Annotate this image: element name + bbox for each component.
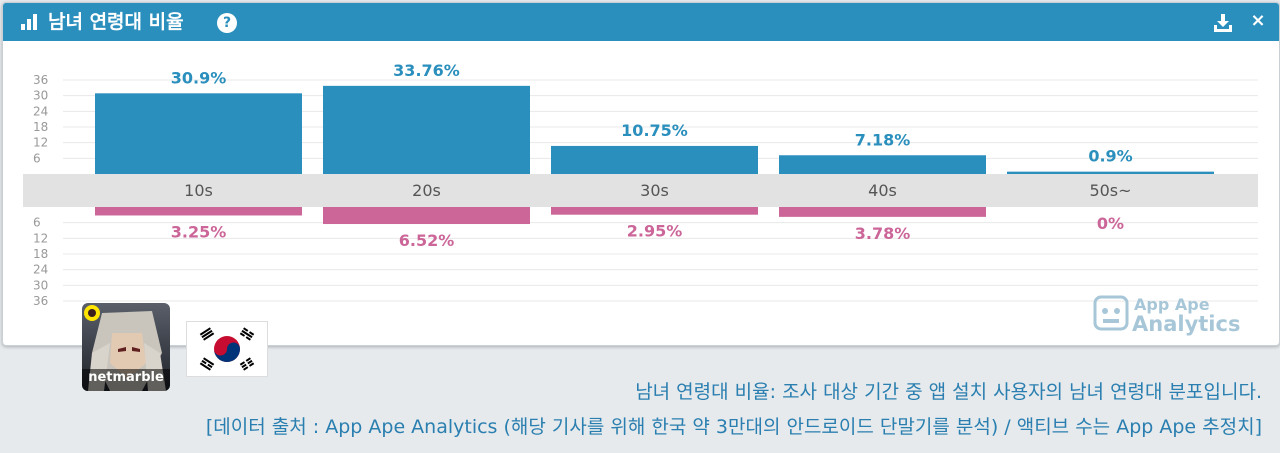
category-label: 50s~	[1089, 181, 1131, 200]
gridlines	[63, 79, 1258, 302]
watermark-line2: Analytics	[1132, 312, 1240, 336]
value-label-female: 0%	[1097, 214, 1124, 233]
south-korea-flag	[186, 321, 268, 377]
value-label-male: 7.18%	[855, 130, 911, 149]
publisher-label: netmarble	[88, 370, 164, 385]
value-label-male: 0.9%	[1088, 147, 1132, 166]
category-label: 20s	[412, 181, 441, 200]
category-label: 40s	[868, 181, 897, 200]
bar-male	[779, 155, 986, 174]
value-label-male: 33.76%	[393, 61, 460, 80]
bottom-tick-label: 30	[33, 278, 48, 292]
watermark-line1: App Ape	[1134, 295, 1210, 314]
top-tick-label: 36	[33, 73, 48, 87]
chart-title: 남녀 연령대 비율	[48, 11, 184, 33]
bar-male	[551, 145, 758, 174]
category-band	[23, 174, 1258, 207]
bars	[95, 85, 1214, 225]
bar-male	[1007, 171, 1214, 174]
bottom-tick-label: 36	[33, 294, 48, 308]
value-label-male: 10.75%	[621, 121, 688, 140]
value-label-female: 3.78%	[855, 224, 911, 243]
watermark-logo: App Ape Analytics	[1093, 295, 1240, 336]
top-tick-label: 24	[33, 104, 48, 118]
top-tick-label: 18	[33, 120, 48, 134]
top-tick-label: 30	[33, 89, 48, 103]
bar-chart-icon	[21, 14, 37, 30]
category-label: 10s	[184, 181, 213, 200]
category-labels: 10s 20s 30s 40s 50s~	[184, 181, 1131, 200]
watermark-icon	[1093, 295, 1129, 331]
title-bar: 남녀 연령대 비율 ? ×	[3, 3, 1279, 41]
bar-female	[95, 207, 302, 216]
close-icon[interactable]: ×	[1250, 10, 1266, 31]
value-label-female: 3.25%	[171, 222, 227, 241]
value-labels: 30.9% 3.25% 33.76% 6.52% 10.75% 2.95% 7.18% 3.7…	[171, 61, 1133, 250]
chart-panel: 남녀 연령대 비율 ? × 36 30 24 18 12 6 6 12 18 24 30 36 30.…	[2, 2, 1280, 346]
bottom-tick-label: 24	[33, 263, 48, 277]
value-label-male: 30.9%	[171, 68, 227, 87]
top-tick-label: 6	[33, 151, 41, 165]
bar-male	[95, 93, 302, 174]
caption-source: [데이터 출처 : App Ape Analytics (해당 기사를 위해 한…	[205, 416, 1262, 438]
bar-female	[323, 207, 530, 225]
caption-description: 남녀 연령대 비율: 조사 대상 기간 중 앱 설치 사용자의 남녀 연령대 분…	[635, 381, 1262, 403]
download-icon[interactable]	[1213, 13, 1233, 33]
bar-female	[551, 207, 758, 215]
bottom-tick-label: 12	[33, 231, 48, 245]
help-icon[interactable]: ?	[217, 13, 237, 33]
bar-male	[323, 85, 530, 174]
bottom-tick-label: 18	[33, 247, 48, 261]
bar-female	[779, 207, 986, 217]
app-icon[interactable]: netmarble	[82, 303, 170, 391]
value-label-female: 2.95%	[627, 222, 683, 241]
value-label-female: 6.52%	[399, 231, 455, 250]
category-label: 30s	[640, 181, 669, 200]
top-tick-label: 12	[33, 136, 48, 150]
bottom-tick-label: 6	[33, 216, 41, 230]
